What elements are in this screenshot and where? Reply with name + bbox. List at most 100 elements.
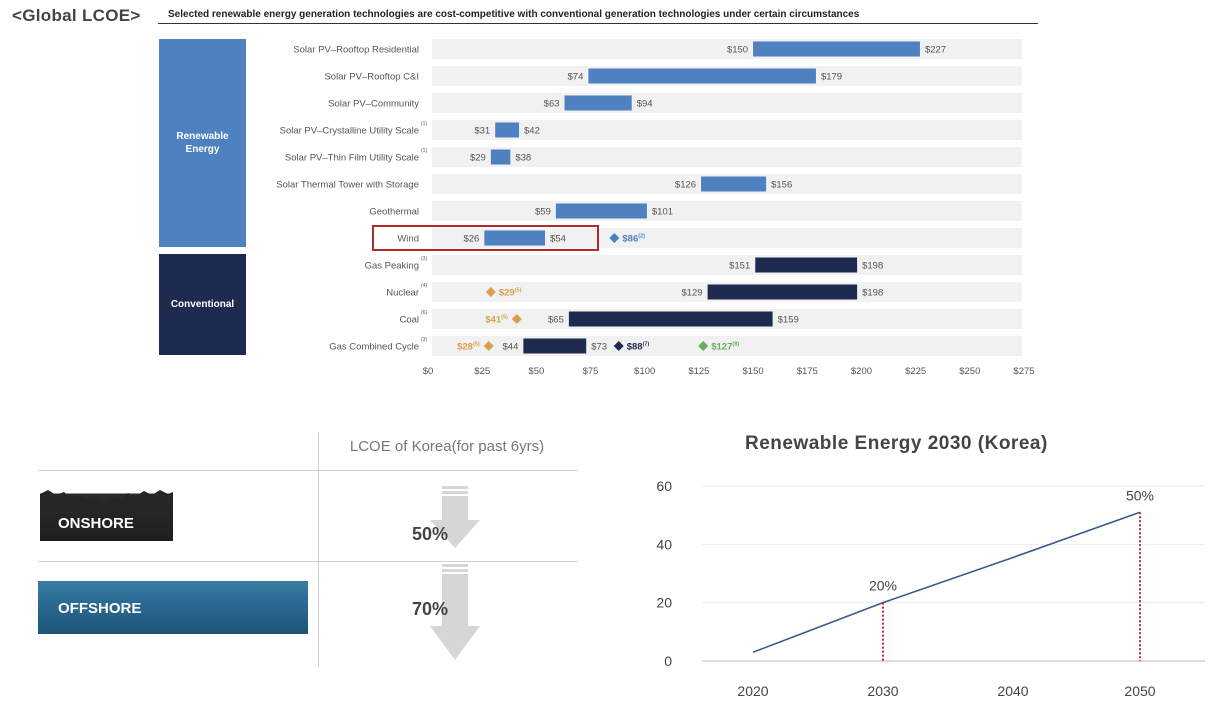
x-tick-label: $0: [423, 366, 434, 377]
table-rule-top: [38, 470, 578, 471]
x-tick-label: 2040: [997, 683, 1028, 699]
high-value-label: $73: [591, 342, 607, 353]
x-tick-label: 2020: [737, 683, 768, 699]
category-footnote: (6): [421, 310, 427, 316]
data-annotation-label: 50%: [1126, 487, 1154, 503]
high-value-label: $198: [862, 288, 883, 299]
diamond-marker: [511, 314, 522, 324]
high-value-label: $101: [652, 207, 673, 218]
offshore-tile: OFFSHORE: [38, 581, 308, 634]
range-bar: [588, 68, 816, 84]
highlight-box: [372, 225, 599, 251]
category-footnote: (3): [421, 256, 427, 262]
row-background: [432, 93, 1022, 113]
x-tick-label: $100: [634, 366, 655, 377]
marker-value-label: $88(7): [627, 342, 650, 353]
high-value-label: $227: [925, 45, 946, 56]
down-arrow-icon: [430, 486, 480, 548]
range-bar: [495, 122, 520, 138]
onshore-tile: ONSHORE: [40, 488, 173, 541]
row-background: [432, 201, 1022, 221]
range-bar: [484, 230, 546, 246]
x-tick-label: $175: [797, 366, 818, 377]
marker-value-label: $29(5): [499, 288, 522, 299]
category-label: Solar PV–Crystalline Utility Scale: [280, 126, 419, 137]
marker-value-label: $28(5): [457, 342, 480, 353]
x-tick-label: $75: [583, 366, 599, 377]
range-bar: [753, 41, 920, 57]
category-footnote: (3): [421, 337, 427, 343]
diamond-marker: [609, 233, 620, 243]
x-tick-label: 2050: [1124, 683, 1155, 699]
marker-value-label: $86(2): [622, 234, 645, 245]
low-value-label: $150: [727, 45, 748, 56]
high-value-label: $94: [637, 99, 653, 110]
category-label: Solar PV–Rooftop Residential: [293, 45, 419, 56]
range-bar: [701, 176, 767, 192]
x-tick-label: $250: [959, 366, 980, 377]
category-label: Gas Combined Cycle: [329, 342, 419, 353]
onshore-lcoe-decrease: 50%: [412, 524, 449, 544]
mountain-silhouette-icon: [40, 490, 173, 508]
range-bar: [564, 95, 632, 111]
high-value-label: $42: [524, 126, 540, 137]
high-value-label: $159: [778, 315, 799, 326]
category-footnote: (4): [421, 283, 427, 289]
offshore-lcoe-decrease: 70%: [412, 599, 449, 619]
low-value-label: $126: [675, 180, 696, 191]
series-line: [752, 511, 1141, 653]
high-value-label: $38: [515, 153, 531, 164]
low-value-label: $44: [503, 342, 519, 353]
x-tick-label: $275: [1013, 366, 1034, 377]
low-value-label: $63: [544, 99, 560, 110]
x-tick-label: 2030: [867, 683, 898, 699]
high-value-label: $179: [821, 72, 842, 83]
low-value-label: $59: [535, 207, 551, 218]
x-tick-label: $225: [905, 366, 926, 377]
title-divider: [158, 23, 1038, 24]
category-label: Solar PV–Rooftop C&I: [324, 72, 419, 83]
page-subtitle: Selected renewable energy generation tec…: [168, 9, 860, 20]
page-title: <Global LCOE>: [12, 6, 141, 25]
table-rule-mid: [38, 561, 578, 562]
category-label: Geothermal: [369, 207, 419, 218]
renewable-group-label: Renewable Energy: [159, 39, 246, 247]
range-bar: [755, 257, 858, 273]
category-label: Wind: [397, 234, 419, 245]
high-value-label: $156: [771, 180, 792, 191]
x-tick-label: $200: [851, 366, 872, 377]
category-label: Solar PV–Thin Film Utility Scale: [285, 153, 419, 164]
low-value-label: $65: [548, 315, 564, 326]
y-tick-label: 0: [664, 653, 672, 669]
renewable-2030-chart-title: Renewable Energy 2030 (Korea): [745, 433, 1048, 454]
offshore-label: OFFSHORE: [58, 600, 142, 617]
range-bar: [490, 149, 511, 165]
diamond-marker: [483, 341, 494, 351]
low-value-label: $151: [729, 261, 750, 272]
conventional-group-label: Conventional: [159, 254, 246, 355]
marker-value-label: $41(5): [485, 315, 508, 326]
range-bar: [707, 284, 858, 300]
x-tick-label: $25: [474, 366, 490, 377]
onshore-label: ONSHORE: [58, 515, 134, 532]
y-tick-label: 40: [656, 536, 672, 552]
low-value-label: $74: [568, 72, 584, 83]
diamond-marker: [613, 341, 624, 351]
table-column-divider: [318, 432, 319, 667]
low-value-label: $29: [470, 153, 486, 164]
category-label: Solar PV–Community: [328, 99, 419, 110]
low-value-label: $31: [474, 126, 490, 137]
high-value-label: $54: [550, 234, 566, 245]
row-background: [432, 228, 1022, 248]
high-value-label: $198: [862, 261, 883, 272]
x-tick-label: $125: [688, 366, 709, 377]
data-annotation-label: 20%: [869, 578, 897, 594]
x-tick-label: $150: [743, 366, 764, 377]
category-footnote: (1): [421, 148, 427, 154]
range-bar: [523, 338, 587, 354]
down-arrow-icon: [430, 564, 480, 660]
diamond-marker: [698, 341, 709, 351]
y-tick-label: 60: [656, 478, 672, 494]
range-bar: [555, 203, 647, 219]
